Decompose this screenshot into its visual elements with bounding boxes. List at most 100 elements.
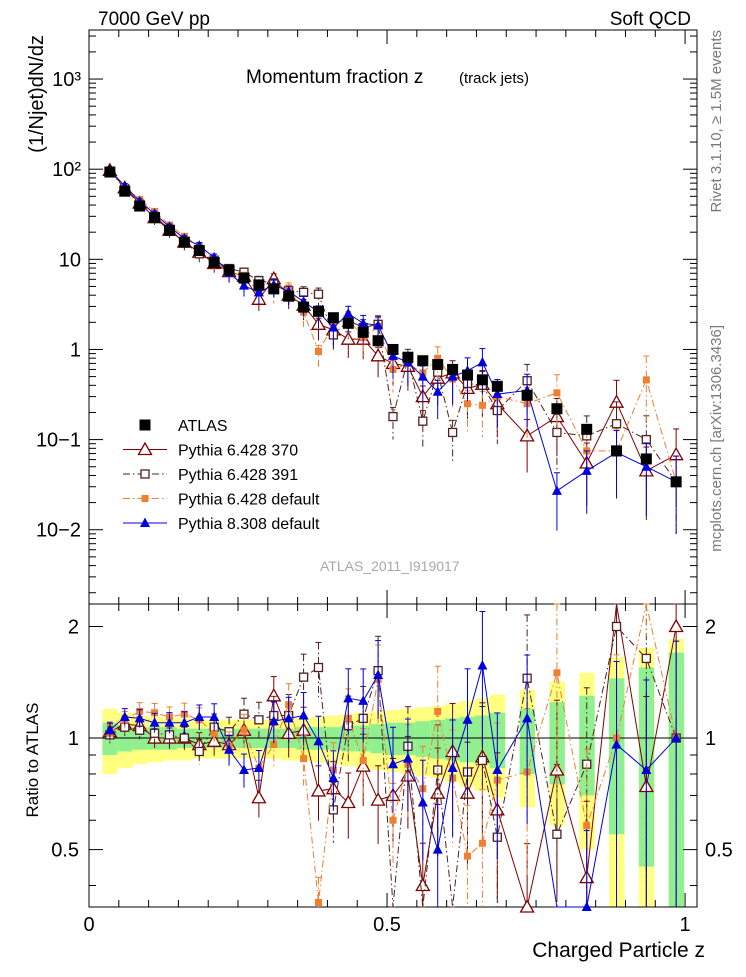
legend-label: Pythia 6.428 default [178,492,320,509]
data-point [418,416,428,426]
data-point [373,319,384,330]
x-tick-label: 0 [83,914,94,936]
data-point [312,305,324,317]
ratio-y-tick-label-right: 0.5 [705,840,733,862]
data-point [253,286,264,297]
data-point [283,290,295,302]
ratio-point [209,711,220,721]
series-0 [104,166,682,488]
data-point [447,363,459,375]
data-point [491,380,503,392]
ratio-point [389,816,397,824]
ratio-point [251,789,267,804]
x-axis-label: Charged Particle z [532,939,705,962]
data-point [434,354,442,362]
ratio-point [477,659,488,670]
data-point [314,347,322,355]
ratio-point [151,709,159,717]
data-point [387,343,399,355]
ratio-point [552,829,562,839]
ratio-point [340,794,356,809]
ratio-point [328,772,339,783]
ratio-point [583,822,591,830]
legend: ATLAS Pythia 6.428 370 Pythia 6.428 391 Pyt… [123,418,320,533]
legend-label: Pythia 6.428 391 [178,467,298,484]
ratio-point [581,901,592,911]
ratio-point [432,844,443,854]
y-tick-label: 1 [70,339,81,361]
ratio-point [300,755,308,763]
chart-title: Momentum fraction z [246,67,423,88]
ratio-point [553,669,561,677]
ratio-point [477,755,488,766]
data-point [464,400,472,408]
legend-marker [137,441,153,456]
band-inner [370,724,387,754]
ratio-point [641,653,651,664]
y-tick-label: 10−1 [36,430,81,452]
x-tick-label: 0.5 [373,914,401,936]
ratio-y-tick-label: 2 [68,616,79,638]
data-point [417,371,428,381]
ratio-point [254,715,264,725]
ratio-point [402,753,413,763]
data-point [670,476,682,488]
legend-label: Pythia 6.428 370 [178,443,298,460]
data-point [328,322,339,332]
ratio-point [611,621,622,632]
data-point [193,245,205,257]
data-point [476,374,488,386]
data-point [358,317,369,328]
ratio-point [478,839,486,847]
data-point [298,301,310,313]
ratio-point [253,762,264,773]
data-point [372,335,384,347]
ratio-y-tick-label: 1 [68,728,79,750]
data-point [134,200,146,212]
ratio-point [492,764,503,774]
data-point [432,359,444,371]
ratio-point [179,717,190,727]
y-tick-label: 10² [52,159,81,181]
band-inner [117,725,133,752]
ratio-point [355,758,371,772]
watermark: ATLAS_2011_I919017 [320,558,460,574]
legend-marker [140,469,150,479]
data-point [641,434,651,445]
axes: 10−2 10−1 1 10 10² 10³ 0.5 0.5 1 1 2 2 0 0.5 1 [36,29,733,936]
ratio-point [434,707,442,715]
series-line [109,170,677,483]
data-point [641,461,652,471]
side-label-upper: Rivet 3.1.10, ≥ 1.5M events [708,30,725,213]
ratio-point [447,762,458,773]
ratio-point [224,744,235,754]
ratio-point [373,669,384,679]
ratio-point [238,764,249,774]
data-point [178,236,190,248]
data-point [553,389,561,397]
data-point [238,280,249,290]
data-point [223,264,235,276]
header-left: 7000 GeV pp [98,9,210,30]
ratio-series [102,603,684,913]
ratio-point [611,739,622,749]
data-point [521,389,533,401]
data-point [551,485,562,495]
data-point [253,279,265,291]
band-inner [579,695,595,796]
ratio-point [134,712,145,723]
data-point [119,185,131,197]
legend-marker [141,495,149,502]
ratio-point [641,764,652,774]
data-point [462,369,474,381]
data-point [268,283,280,295]
chart-subtitle: (track jets) [459,70,529,87]
data-point [342,317,354,329]
ratio-point [179,733,190,743]
header-right: Soft QCD [610,9,691,30]
data-point [388,411,398,422]
y-tick-label: 10³ [52,69,81,91]
ratio-point [149,717,160,727]
ratio-point [104,724,115,735]
ratio-point [310,783,327,797]
